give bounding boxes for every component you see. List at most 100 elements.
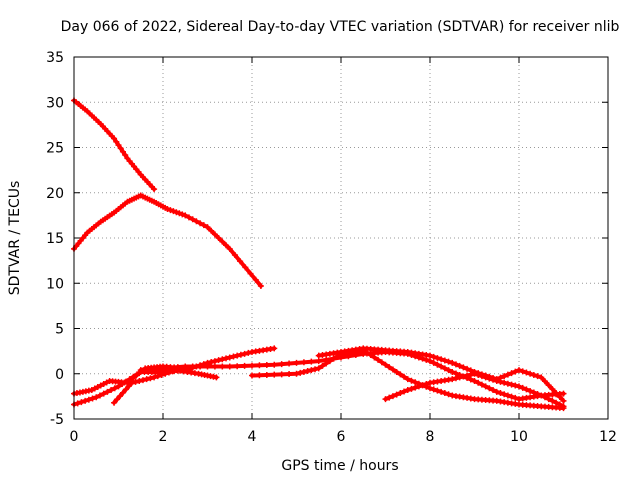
data-point — [249, 372, 255, 379]
data-point — [271, 371, 278, 378]
data-point — [527, 387, 534, 394]
data-point — [460, 373, 467, 380]
y-tick-label: 10 — [46, 276, 64, 292]
data-point — [441, 357, 448, 364]
data-point — [132, 378, 139, 385]
data-point — [456, 374, 463, 381]
data-point — [504, 380, 511, 387]
data-point — [185, 214, 192, 221]
data-point — [213, 374, 220, 381]
data-point — [125, 383, 132, 390]
data-point — [404, 387, 411, 394]
data-point — [493, 377, 500, 384]
data-point — [241, 362, 248, 369]
data-point — [167, 207, 174, 214]
data-point — [249, 362, 255, 369]
series-track-4 — [71, 345, 278, 408]
y-tick-label: 5 — [55, 322, 64, 338]
data-point — [319, 362, 326, 369]
data-point — [452, 361, 459, 368]
data-point — [527, 370, 534, 377]
data-point — [211, 231, 218, 238]
y-tick-label: 20 — [46, 186, 64, 202]
data-point — [501, 373, 508, 380]
data-point — [434, 387, 441, 394]
data-point — [504, 371, 511, 378]
data-point — [215, 357, 222, 364]
data-point — [471, 377, 478, 384]
data-point — [408, 377, 415, 384]
data-point — [237, 258, 244, 265]
data-point — [226, 354, 233, 361]
data-point — [501, 391, 508, 398]
data-point — [445, 367, 452, 374]
data-point — [211, 363, 218, 370]
data-point — [89, 395, 96, 402]
data-point — [219, 356, 226, 363]
data-point — [430, 386, 437, 393]
data-point — [167, 364, 174, 371]
data-point — [197, 220, 204, 227]
data-point — [475, 379, 482, 386]
data-point — [278, 371, 285, 378]
data-point — [378, 359, 385, 366]
data-point — [512, 394, 519, 401]
data-point — [179, 211, 186, 218]
data-point — [530, 389, 537, 396]
data-point — [234, 352, 241, 359]
data-point — [165, 369, 172, 376]
data-point — [434, 361, 441, 368]
series-track-9 — [111, 367, 220, 406]
data-point — [162, 370, 169, 377]
data-point — [200, 222, 207, 229]
data-point — [242, 264, 249, 271]
data-point — [438, 388, 445, 395]
data-point — [219, 363, 226, 370]
data-point — [193, 218, 200, 225]
data-point — [85, 396, 92, 403]
data-point — [308, 358, 315, 365]
data-point — [308, 367, 315, 374]
chart-title: Day 066 of 2022, Sidereal Day-to-day VTE… — [61, 19, 620, 35]
data-point — [297, 369, 304, 376]
data-point — [464, 372, 471, 379]
data-point — [82, 397, 89, 404]
data-point — [449, 359, 456, 366]
data-point — [111, 399, 118, 406]
series-group — [71, 97, 567, 412]
data-point — [208, 358, 215, 365]
series-line — [72, 98, 157, 192]
y-tick-label: 30 — [46, 95, 64, 111]
data-point — [256, 362, 263, 369]
data-point — [304, 368, 311, 375]
x-tick-label: 0 — [70, 429, 79, 445]
data-point — [553, 399, 560, 406]
data-point — [160, 365, 166, 372]
data-point — [545, 382, 552, 389]
data-point — [169, 368, 176, 375]
data-point — [226, 363, 233, 370]
x-tick-label: 4 — [248, 429, 257, 445]
data-point — [449, 376, 456, 383]
data-point — [252, 276, 259, 283]
data-point — [122, 386, 129, 393]
data-point — [512, 368, 519, 375]
data-point — [553, 390, 560, 397]
data-point — [286, 371, 293, 378]
data-point — [556, 393, 563, 400]
data-point — [139, 377, 146, 384]
data-point — [293, 359, 300, 366]
data-point — [545, 396, 552, 403]
data-point — [401, 373, 408, 380]
data-point — [516, 367, 522, 374]
data-point — [257, 282, 264, 289]
data-point — [438, 363, 445, 370]
data-point — [147, 375, 154, 382]
data-point — [137, 367, 144, 374]
data-point — [549, 397, 556, 404]
data-point — [412, 384, 419, 391]
data-point — [204, 224, 211, 231]
y-tick-label: 25 — [46, 141, 64, 157]
data-point — [245, 349, 252, 356]
